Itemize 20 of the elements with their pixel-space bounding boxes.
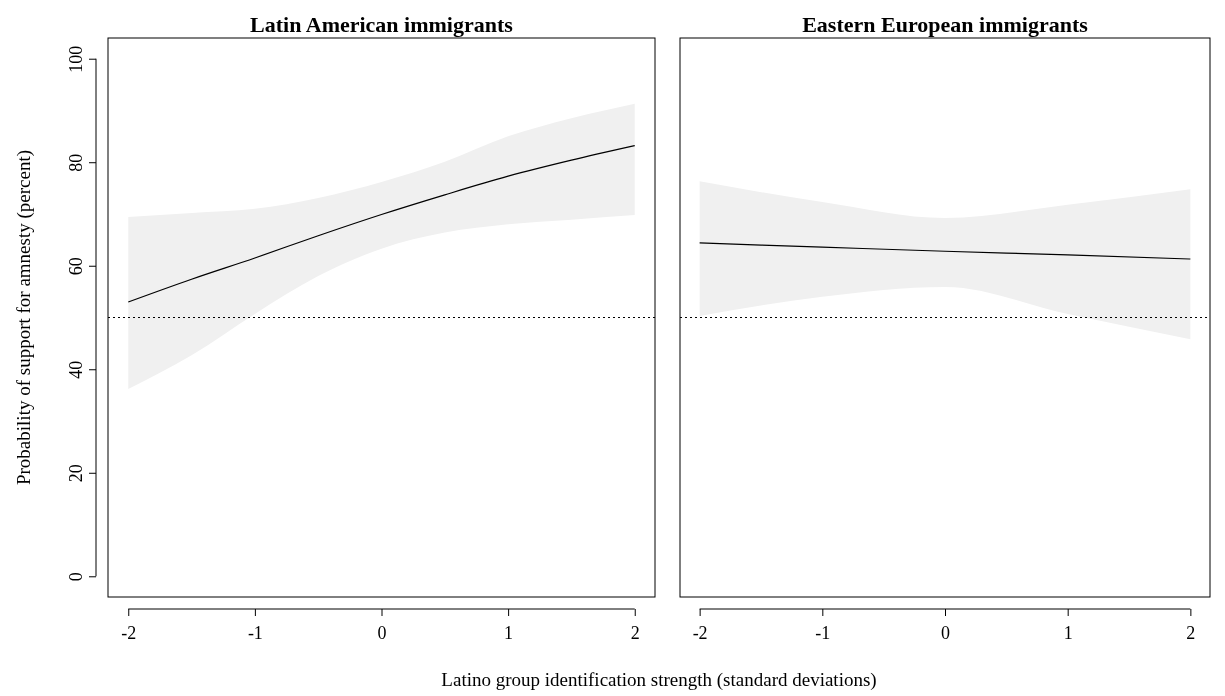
y-tick-label: 20 [66,464,86,483]
x-tick-label: 1 [1063,622,1073,643]
x-axis-title: Latino group identification strength (standard deviations) [441,669,877,691]
x-tick-label: -2 [692,622,708,643]
y-tick-label: 0 [66,572,86,582]
x-tick-label: 0 [377,622,387,643]
y-axis-title: Probability of support for amnesty (percent) [13,149,35,486]
y-tick-label: 80 [66,153,86,172]
x-tick-label: 2 [1186,622,1196,643]
y-tick-label: 60 [66,257,86,276]
chart-title: Latin American immigrants [250,12,514,37]
x-tick-label: -1 [247,622,263,643]
y-tick-label: 40 [66,360,86,379]
y-tick-label: 100 [66,45,86,73]
x-tick-label: 0 [941,622,950,643]
chart-title: Eastern European immigrants [802,12,1089,37]
x-tick-label: -2 [121,622,137,643]
x-tick-label: 2 [630,622,640,643]
x-tick-label: -1 [815,622,831,643]
x-tick-label: 1 [504,622,514,643]
